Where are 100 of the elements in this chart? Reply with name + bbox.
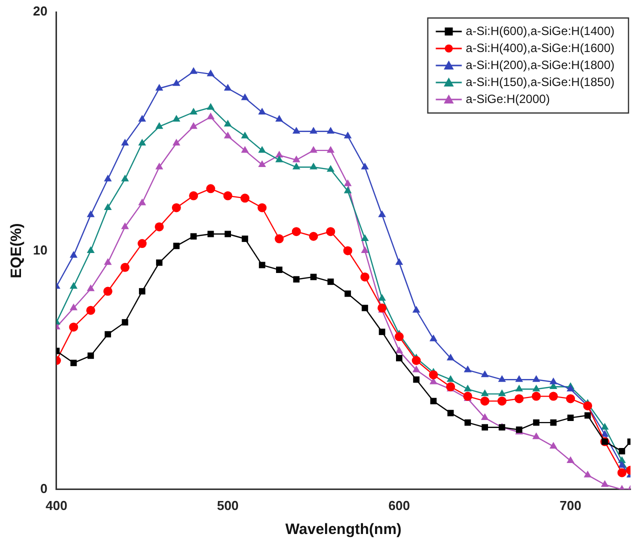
point [498,389,506,396]
point [155,162,164,170]
point [361,246,369,253]
point [223,191,232,200]
point [344,132,352,138]
point [86,306,96,315]
point [206,184,216,194]
point [156,259,162,266]
point [549,377,558,384]
point [343,246,352,256]
point [567,414,574,421]
point [242,236,248,242]
point [121,174,129,182]
point [497,396,506,406]
point [480,413,489,420]
point [190,108,198,115]
point [600,480,609,487]
point [326,126,335,134]
point [240,194,250,203]
legend-label: a-Si:H(400),a-SiGe:H(1600) [466,40,615,55]
y-tick-label: 20 [32,4,48,19]
point [326,165,335,172]
point [308,232,318,241]
point [122,319,128,326]
point [584,412,591,419]
point [533,419,540,426]
point [464,384,472,392]
y-tick-label: 0 [40,480,48,496]
point [206,70,215,76]
point [327,278,334,285]
point [224,230,231,238]
point [138,114,146,122]
point [138,198,146,206]
point [258,160,266,168]
point [258,203,267,212]
point [482,424,488,431]
point [276,266,282,273]
point [395,346,404,354]
point [172,138,180,146]
point [258,108,266,115]
point [480,396,490,406]
point [241,146,249,153]
point [584,470,592,478]
x-tick-label: 500 [216,498,239,513]
point [344,290,351,297]
point [138,138,146,146]
point [120,262,130,272]
point [446,354,454,360]
point [70,282,78,289]
point [86,284,95,292]
point [412,306,420,313]
point [275,114,284,122]
point [155,84,164,91]
point [514,394,524,404]
point [103,286,112,296]
point [258,262,266,268]
point [480,389,489,396]
point [396,354,402,362]
point [154,222,164,232]
point [412,356,421,365]
point [344,186,352,194]
point [344,179,352,186]
point [361,162,369,170]
point [515,375,524,382]
point [394,332,404,342]
point [463,392,472,401]
point [274,234,284,244]
x-tick-label: 600 [388,498,410,513]
point [190,67,198,74]
point [172,79,180,86]
point [224,132,232,138]
point [275,155,284,162]
point [173,242,180,250]
point [258,146,266,153]
point [293,276,300,283]
point [86,246,95,253]
point [224,120,232,126]
point [70,303,78,310]
point [360,272,370,282]
point [566,394,576,404]
point [446,375,454,382]
point [172,114,180,122]
point [413,376,420,383]
point [447,410,454,416]
point [378,328,386,336]
legend-label: a-SiGe:H(2000) [466,92,550,106]
point [206,112,215,120]
point [550,419,557,426]
legend-label: a-Si:H(600),a-SiGe:H(1400) [466,24,615,38]
point [600,422,609,430]
point [310,162,318,170]
point [104,203,112,210]
point [361,234,369,242]
point [206,102,215,110]
point [430,334,438,342]
point [464,366,472,372]
point [189,191,198,200]
point [532,392,541,401]
x-tick-label: 700 [560,498,582,513]
point [208,230,214,238]
